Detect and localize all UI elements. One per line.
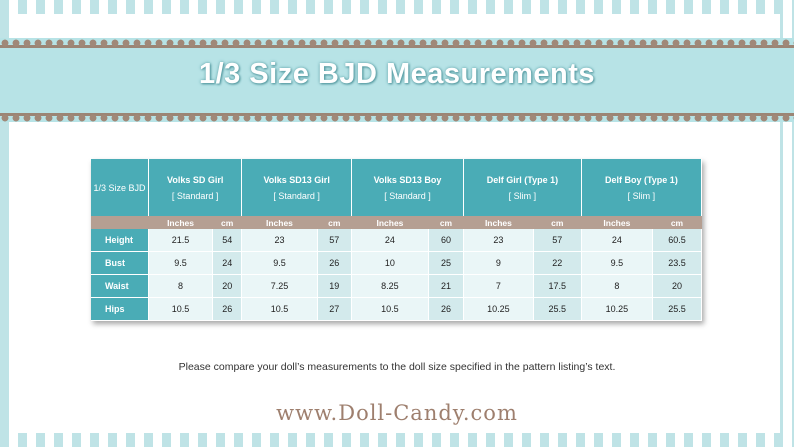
- table-cell: 21.5: [148, 229, 214, 252]
- table-cell: 9.5: [581, 251, 653, 275]
- table-cell: 24: [581, 229, 653, 252]
- column-name: Delf Girl (Type 1): [486, 174, 559, 185]
- comparison-note: Please compare your doll’s measurements …: [178, 361, 616, 373]
- table-cell: 25.5: [652, 297, 703, 321]
- table-cell: 9.5: [241, 251, 318, 275]
- row-label: Height: [91, 229, 149, 252]
- table-cell: 21: [428, 274, 465, 298]
- unit-label: cm: [652, 216, 702, 229]
- table-row: Hips 10.5 26 10.5 27 10.5 26 10.25 25.5 …: [91, 297, 703, 321]
- measurements-table: 1/3 Size BJD Volks SD Girl [ Standard ] V…: [91, 159, 703, 321]
- column-header: Delf Girl (Type 1) [ Slim ]: [463, 159, 582, 216]
- unit-label: cm: [533, 216, 582, 229]
- table-cell: 10.5: [241, 297, 318, 321]
- table-cell: 8: [148, 274, 214, 298]
- column-name: Delf Boy (Type 1): [604, 174, 678, 185]
- unit-label: cm: [317, 216, 352, 229]
- table-cell: 8: [581, 274, 653, 298]
- column-type: [ Standard ]: [273, 190, 320, 201]
- units-blank: [91, 216, 149, 229]
- corner-label: 1/3 Size BJD: [91, 159, 149, 216]
- table-cell: 10.5: [351, 297, 429, 321]
- column-name: Volks SD13 Girl: [263, 174, 330, 185]
- table-cell: 25: [428, 251, 465, 275]
- table-cell: 10.25: [581, 297, 653, 321]
- column-name: Volks SD Girl: [166, 174, 224, 185]
- table-cell: 24: [212, 251, 243, 275]
- table-cell: 26: [317, 251, 352, 275]
- lace-trim-top: [0, 38, 794, 48]
- unit-label: Inches: [148, 216, 213, 229]
- column-type: [ Slim ]: [508, 190, 537, 201]
- column-header: Volks SD13 Boy [ Standard ]: [351, 159, 465, 216]
- unit-label: Inches: [581, 216, 653, 229]
- table-cell: 17.5: [533, 274, 582, 298]
- table-cell: 10: [351, 251, 429, 275]
- table-cell: 23: [241, 229, 318, 252]
- table-cell: 22: [533, 251, 582, 275]
- row-label: Hips: [91, 297, 149, 321]
- table-cell: 26: [212, 297, 243, 321]
- unit-label: Inches: [241, 216, 318, 229]
- table-cell: 23: [463, 229, 534, 252]
- table-row: Height 21.5 54 23 57 24 60 23 57 24 60.5: [91, 229, 703, 252]
- units-row: Inches cm Inches cm Inches cm Inches cm …: [91, 216, 702, 229]
- table-cell: 7: [463, 274, 534, 298]
- table-cell: 23.5: [652, 251, 703, 275]
- table-cell: 54: [212, 229, 243, 252]
- table-cell: 27: [317, 297, 352, 321]
- unit-label: cm: [428, 216, 464, 229]
- unit-label: Inches: [351, 216, 429, 229]
- table-cell: 24: [351, 229, 429, 252]
- page-title: 1/3 Size BJD Measurements: [198, 58, 596, 90]
- table-cell: 20: [212, 274, 243, 298]
- table-cell: 9.5: [148, 251, 214, 275]
- table-cell: 26: [428, 297, 465, 321]
- table-cell: 9: [463, 251, 534, 275]
- table-cell: 10.5: [148, 297, 214, 321]
- table-cell: 60.5: [652, 229, 703, 252]
- website-url: www.Doll-Candy.com: [276, 401, 518, 425]
- lace-trim-bottom: [0, 113, 794, 123]
- table-cell: 19: [317, 274, 352, 298]
- column-header: Delf Boy (Type 1) [ Slim ]: [581, 159, 703, 216]
- column-name: Volks SD13 Boy: [373, 174, 442, 185]
- table-cell: 10.25: [463, 297, 534, 321]
- row-label: Waist: [91, 274, 149, 298]
- column-type: [ Standard ]: [384, 190, 431, 201]
- table-cell: 60: [428, 229, 465, 252]
- title-band: [0, 38, 794, 122]
- column-type: [ Slim ]: [627, 190, 656, 201]
- table-cell: 25.5: [533, 297, 582, 321]
- column-header: Volks SD13 Girl [ Standard ]: [241, 159, 352, 216]
- table-row: Waist 8 20 7.25 19 8.25 21 7 17.5 8 20: [91, 274, 703, 298]
- unit-label: Inches: [463, 216, 534, 229]
- column-header: Volks SD Girl [ Standard ]: [148, 159, 243, 216]
- table-cell: 7.25: [241, 274, 318, 298]
- table-cell: 57: [533, 229, 582, 252]
- table-row: Bust 9.5 24 9.5 26 10 25 9 22 9.5 23.5: [91, 251, 703, 275]
- table-cell: 8.25: [351, 274, 429, 298]
- table-cell: 20: [652, 274, 703, 298]
- table-cell: 57: [317, 229, 352, 252]
- column-type: [ Standard ]: [171, 190, 219, 201]
- row-label: Bust: [91, 251, 149, 275]
- table-header-row: 1/3 Size BJD Volks SD Girl [ Standard ] V…: [91, 159, 703, 216]
- unit-label: cm: [212, 216, 242, 229]
